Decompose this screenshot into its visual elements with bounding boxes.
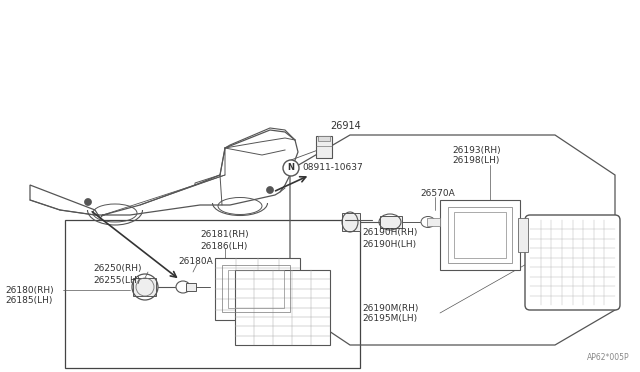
Bar — [133, 278, 156, 296]
Bar — [235, 270, 330, 345]
Text: N: N — [287, 164, 294, 173]
Text: 26193(RH): 26193(RH) — [452, 145, 500, 154]
Circle shape — [283, 160, 299, 176]
Text: 26914: 26914 — [330, 121, 361, 131]
Text: 26570A: 26570A — [420, 189, 455, 198]
Bar — [318, 136, 330, 141]
Bar — [518, 218, 528, 252]
Bar — [440, 200, 520, 270]
Text: 26190M(RH): 26190M(RH) — [362, 304, 419, 312]
Text: 26190H(LH): 26190H(LH) — [362, 240, 416, 248]
Bar — [316, 136, 332, 158]
Text: 26255(LH): 26255(LH) — [93, 276, 140, 285]
Text: 26250(RH): 26250(RH) — [93, 264, 141, 273]
Bar — [222, 265, 290, 312]
Text: 26195M(LH): 26195M(LH) — [362, 314, 417, 324]
Bar — [454, 212, 506, 258]
Text: AP62*005P: AP62*005P — [588, 353, 630, 362]
Text: 08911-10637: 08911-10637 — [302, 164, 363, 173]
Text: 26185(LH): 26185(LH) — [5, 296, 52, 305]
Bar — [380, 216, 402, 228]
FancyBboxPatch shape — [525, 215, 620, 310]
Circle shape — [266, 186, 273, 193]
Bar — [342, 213, 360, 231]
Bar — [65, 220, 360, 368]
Text: 26180A: 26180A — [178, 257, 212, 266]
Text: 26181(RH): 26181(RH) — [200, 231, 248, 240]
Text: 26180(RH): 26180(RH) — [5, 285, 54, 295]
Circle shape — [84, 199, 92, 205]
Bar — [186, 283, 196, 291]
Text: 26186(LH): 26186(LH) — [200, 241, 248, 250]
Bar — [530, 220, 615, 305]
Text: 26190H(RH): 26190H(RH) — [362, 228, 417, 237]
Bar — [215, 258, 300, 320]
Text: 26198(LH): 26198(LH) — [452, 157, 499, 166]
Bar — [228, 270, 284, 308]
Bar — [448, 207, 512, 263]
Bar — [427, 218, 440, 226]
